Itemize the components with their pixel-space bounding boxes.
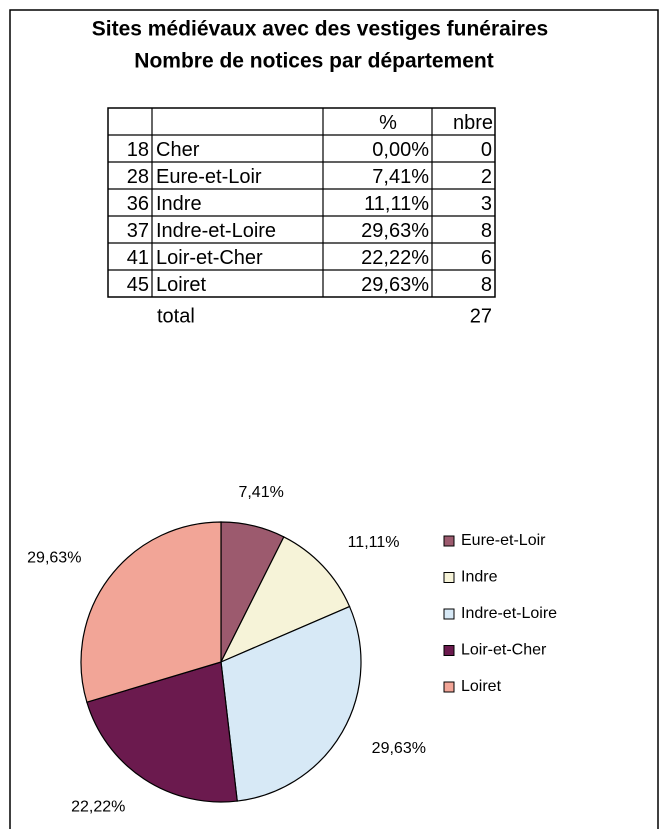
table-cell: 2: [481, 166, 492, 188]
pie-chart: 7,41% 11,11% 29,63% 22,22% 29,63% Eure-et-Loi…: [27, 484, 557, 816]
table-cell: 36: [127, 193, 149, 215]
table-cell: Indre-et-Loire: [156, 220, 276, 242]
table-cell: 29,63%: [361, 220, 429, 242]
slice-label: 11,11%: [348, 534, 400, 551]
table-cell: 37: [127, 220, 149, 242]
column-header: %: [379, 112, 397, 134]
table-cell: 8: [481, 274, 492, 296]
legend-label: Indre-et-Loire: [461, 605, 557, 622]
table-cell: 0: [481, 139, 492, 161]
slice-label: 29,63%: [372, 740, 426, 757]
legend-swatch: [443, 645, 455, 656]
slice-label: 22,22%: [71, 799, 125, 816]
table-cell: Eure-et-Loir: [156, 166, 262, 188]
table-cell: Cher: [156, 139, 200, 161]
table-cell: 11,11%: [364, 193, 429, 215]
table-cell: Loir-et-Cher: [156, 247, 263, 269]
legend-swatch: [443, 608, 455, 620]
legend-label: Loiret: [461, 678, 502, 695]
table-cell: 22,22%: [361, 247, 429, 269]
total-label: total: [157, 305, 195, 327]
table-cell: 6: [481, 247, 492, 269]
table-cell: 18: [127, 139, 149, 161]
subtitle: Nombre de notices par département: [134, 50, 493, 73]
table-cell: 7,41%: [372, 166, 429, 188]
legend-swatch: [443, 572, 455, 583]
slice-label: 7,41%: [238, 484, 283, 501]
column-header: nbre: [453, 112, 493, 134]
total-value: 27: [470, 305, 492, 327]
table-cell: 3: [481, 193, 492, 215]
table-cell: 45: [127, 274, 149, 296]
pie-slice: [80, 521, 222, 703]
legend-swatch: [443, 535, 455, 547]
table-cell: 0,00%: [372, 139, 429, 161]
table-cell: Indre: [156, 193, 202, 215]
table-cell: 8: [481, 220, 492, 242]
table-border: [107, 107, 496, 298]
title: Sites médiévaux avec des vestiges funéra…: [92, 18, 548, 41]
table-cell: Loiret: [156, 274, 206, 296]
pie-slice: [86, 661, 238, 803]
legend-label: Loir-et-Cher: [461, 642, 547, 659]
legend-label: Indre: [461, 569, 498, 586]
legend-label: Eure-et-Loir: [461, 532, 546, 549]
table-cell: 28: [127, 166, 149, 188]
legend-swatch: [443, 681, 455, 693]
table-cell: 41: [127, 247, 149, 269]
slice-label: 29,63%: [27, 549, 81, 566]
table-cell: 29,63%: [361, 274, 429, 296]
pie-slice: [220, 605, 362, 802]
pie-slice: [219, 536, 351, 664]
